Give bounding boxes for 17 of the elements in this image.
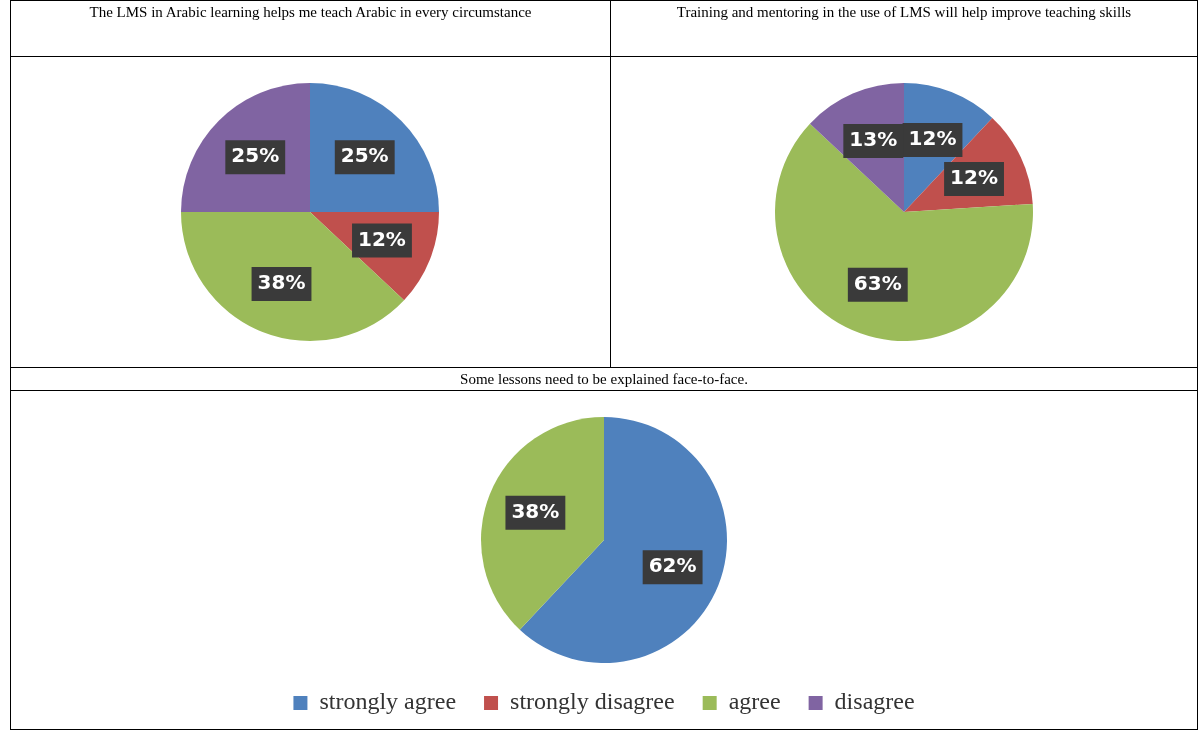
legend-label: strongly agree xyxy=(319,688,457,715)
data-label: 13% xyxy=(849,127,898,152)
data-label: 25% xyxy=(340,143,389,168)
data-label: 38% xyxy=(257,270,306,295)
data-label: 12% xyxy=(358,226,406,251)
data-label: 38% xyxy=(511,499,560,524)
data-label: 12% xyxy=(950,165,998,190)
legend-label: disagree xyxy=(834,688,915,715)
legend-label: strongly disagree xyxy=(510,688,675,715)
data-label: 12% xyxy=(908,126,957,151)
data-label: 25% xyxy=(231,143,280,168)
chart-title: The LMS in Arabic learning helps me teach Arabic in every circumstance xyxy=(10,0,611,57)
chart-title: Training and mentoring in the use of LMS will help improve teaching skills xyxy=(610,0,1198,57)
data-label: 62% xyxy=(648,553,697,578)
data-label: 63% xyxy=(853,271,902,296)
chart-title: Some lessons need to be explained face-to-face. xyxy=(10,367,1198,391)
legend-label: agree xyxy=(728,688,781,715)
